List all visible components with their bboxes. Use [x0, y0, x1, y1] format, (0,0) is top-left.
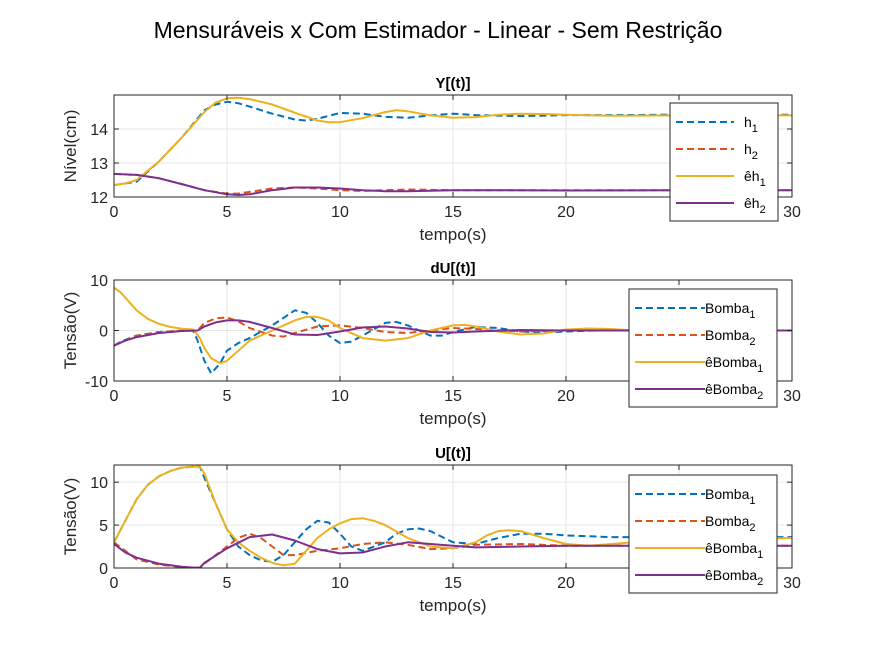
legend-label: êBomba1 — [705, 540, 763, 561]
series-line-3 — [114, 286, 792, 365]
series-line-2 — [114, 532, 792, 568]
x-tick-label: 15 — [444, 575, 462, 592]
series-line-4 — [114, 319, 792, 347]
axes-title: Y[(t)] — [436, 75, 471, 92]
x-tick-label: 20 — [557, 388, 575, 405]
x-tick-label: 15 — [444, 204, 462, 221]
x-tick-label: 20 — [557, 204, 575, 221]
legend: Bomba1 Bomba2 êBomba1 êBomba2 — [628, 288, 778, 408]
figure-title: Mensuráveis x Com Estimador - Linear - S… — [154, 17, 723, 43]
x-tick-label: 30 — [783, 204, 801, 221]
x-tick-label: 10 — [331, 388, 349, 405]
legend-label: Bomba1 — [705, 300, 755, 321]
y-tick-label: 10 — [90, 475, 108, 492]
x-axis-label: tempo(s) — [419, 596, 486, 615]
y-tick-label: -10 — [85, 374, 108, 391]
axes-title: U[(t)] — [435, 445, 471, 462]
legend-label: êBomba2 — [705, 381, 763, 402]
x-tick-label: 0 — [110, 204, 119, 221]
series-group — [114, 465, 792, 568]
axes-title: dU[(t)] — [431, 260, 476, 277]
series-line-3 — [114, 465, 792, 567]
series-group — [114, 286, 792, 375]
x-tick-label: 15 — [444, 388, 462, 405]
x-tick-label: 30 — [783, 388, 801, 405]
y-tick-label: 0 — [99, 324, 108, 341]
series-line-1 — [114, 100, 792, 187]
y-tick-label: 10 — [90, 273, 108, 290]
x-tick-label: 5 — [223, 388, 232, 405]
x-tick-label: 0 — [110, 388, 119, 405]
axes-2: 0 5 10 15 20 30-10010dU[(t)]tempo(s)Tensão(V)… — [61, 260, 801, 428]
x-tick-label: 0 — [110, 575, 119, 592]
legend-label: Bomba1 — [705, 486, 755, 507]
x-tick-label: 30 — [783, 575, 801, 592]
x-tick-label: 10 — [331, 204, 349, 221]
legend-label: êBomba1 — [705, 354, 763, 375]
y-tick-label: 0 — [99, 561, 108, 578]
y-axis-label: Nível(cm) — [61, 110, 80, 183]
axes-3: 0 5 10 15 20 30 0 5 10 U[(t)] tempo(s) Tensão(V) Bom… — [61, 445, 801, 615]
y-tick-label: 14 — [90, 122, 108, 139]
series-line-1 — [114, 309, 792, 375]
y-axis-label: Tensão(V) — [61, 292, 80, 369]
y-tick-label: 5 — [99, 518, 108, 535]
x-tick-label: 5 — [223, 204, 232, 221]
y-tick-label: 12 — [90, 190, 108, 207]
series-line-4 — [114, 172, 792, 196]
x-axis-label: tempo(s) — [419, 225, 486, 244]
y-tick-label: 13 — [90, 156, 108, 173]
x-axis-label: tempo(s) — [419, 409, 486, 428]
x-tick-label: 5 — [223, 575, 232, 592]
legend-label: Bomba2 — [705, 513, 755, 534]
series-line-3 — [114, 96, 792, 187]
x-tick-label: 10 — [331, 575, 349, 592]
axes-1: 0 5 10 15 20 30 12 13 14 Y[(t)] tempo(s) Nível(cm) h… — [61, 75, 801, 244]
series-line-2 — [114, 316, 792, 347]
legend-label: êBomba2 — [705, 567, 763, 588]
series-line-4 — [114, 533, 792, 568]
y-axis-label: Tensão(V) — [61, 478, 80, 555]
x-tick-label: 20 — [557, 575, 575, 592]
legend-label: Bomba2 — [705, 327, 755, 348]
legend: Bomba1 Bomba2 êBomba1 êBomba2 — [628, 474, 778, 594]
series-group — [114, 96, 792, 196]
